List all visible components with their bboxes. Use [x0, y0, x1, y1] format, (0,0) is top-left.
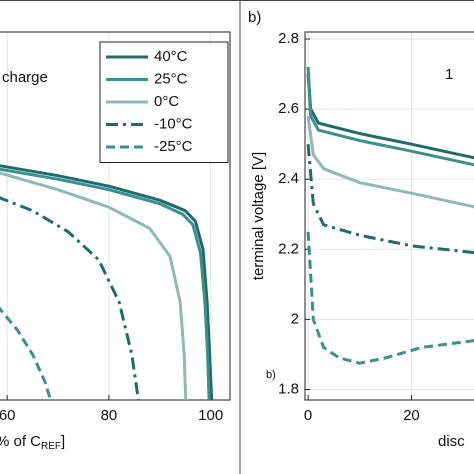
y-tick-label: 2.6 [278, 100, 299, 117]
data-line [306, 144, 474, 255]
y-tick-label: 2 [291, 310, 299, 327]
data-line [0, 167, 211, 400]
x-tick-label: 100 [198, 407, 223, 424]
annotation: charge [2, 69, 48, 86]
data-line [306, 115, 474, 209]
data-line [0, 306, 52, 400]
legend-label: 25°C [154, 70, 188, 87]
panel-label: b) [248, 9, 261, 26]
legend-label: 40°C [154, 48, 188, 65]
legend-label: 0°C [154, 93, 179, 110]
x-axis-label-part: % of C [0, 433, 41, 450]
plot-frame [0, 31, 231, 401]
y-tick-label: 2.8 [278, 30, 299, 47]
annotation: 1 [445, 66, 453, 83]
y-axis-label: terminal voltage [V] [250, 152, 267, 280]
plot-frame [304, 31, 474, 401]
data-line [306, 66, 474, 167]
y-tick-label: 2.2 [278, 240, 299, 257]
data-line [306, 231, 474, 365]
x-tick-label: 0 [304, 407, 312, 424]
y-tick-label: 1.8 [278, 380, 299, 397]
x-axis-label: % of CREF] [0, 433, 65, 452]
x-axis-label: disc [438, 433, 465, 450]
x-tick-label: 80 [101, 407, 118, 424]
legend-label: -25°C [154, 138, 193, 155]
legend-label: -10°C [154, 115, 193, 132]
data-line [0, 164, 214, 400]
corner-label: b) [266, 369, 276, 381]
x-axis-label-part: REF [41, 441, 61, 452]
data-line [0, 171, 188, 400]
x-axis-label-part: ] [61, 433, 65, 450]
legend: 40°C 25°C 0°C -10°C -25°C [99, 41, 229, 163]
y-tick-label: 2.4 [278, 170, 299, 187]
x-tick-label: 20 [403, 407, 420, 424]
x-tick-label: 60 [0, 407, 16, 424]
data-line [0, 196, 140, 400]
